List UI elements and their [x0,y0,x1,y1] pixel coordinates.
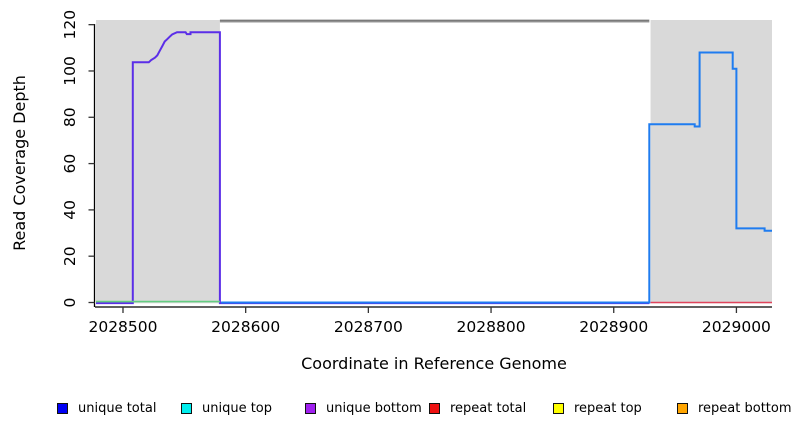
y-tick-label: 20 [61,246,79,266]
legend-label: unique total [78,400,157,416]
x-tick-label: 2029000 [702,318,771,336]
legend-label: unique bottom [326,400,422,416]
coverage-series [96,31,772,305]
shaded-regions [96,20,772,304]
unique-total-swatch-icon [57,402,68,414]
top-clip-line [219,19,650,23]
x-tick-label: 2028800 [457,318,526,336]
x-axis-title: Coordinate in Reference Genome [301,354,567,373]
legend-item-repeat-top: repeat top [553,398,642,418]
tick-labels: 2028500 2028600 2028700 2028800 2028900 20290… [61,10,771,336]
y-tick-label: 40 [61,200,79,220]
series-unique-total-right [221,51,772,304]
legend-item-repeat-total: repeat total [429,398,526,418]
y-tick-label: 80 [61,107,79,127]
shaded-region-left-flank [96,20,220,304]
y-tick-label: 0 [61,298,79,308]
legend-label: repeat total [450,400,527,416]
unique-bottom-swatch-icon [305,402,316,414]
legend-label: repeat bottom [698,400,792,416]
x-tick-label: 2028700 [334,318,403,336]
repeat-bottom-swatch-icon [677,402,688,414]
axes [88,24,772,313]
y-axis-title: Read Coverage Depth [10,75,29,251]
legend-item-unique-top: unique top [181,398,272,418]
y-tick-label: 120 [61,10,79,40]
legend-item-repeat-bottom: repeat bottom [677,398,792,418]
legend-label: unique top [202,400,273,416]
series-unique-bottom-peak [96,31,650,305]
shaded-region-right-flank [650,20,772,304]
legend-item-unique-bottom: unique bottom [305,398,422,418]
x-tick-label: 2028600 [211,318,280,336]
x-tick-label: 2028500 [88,318,157,336]
y-tick-label: 100 [61,56,79,86]
x-tick-label: 2028900 [579,318,648,336]
repeat-total-swatch-icon [429,402,440,414]
repeat-top-swatch-icon [553,402,564,414]
legend-label: repeat top [574,400,642,416]
legend: unique total unique top unique bottom re… [0,398,792,422]
unique-top-swatch-icon [181,402,192,414]
y-tick-label: 60 [61,154,79,174]
legend-item-unique-total: unique total [57,398,156,418]
